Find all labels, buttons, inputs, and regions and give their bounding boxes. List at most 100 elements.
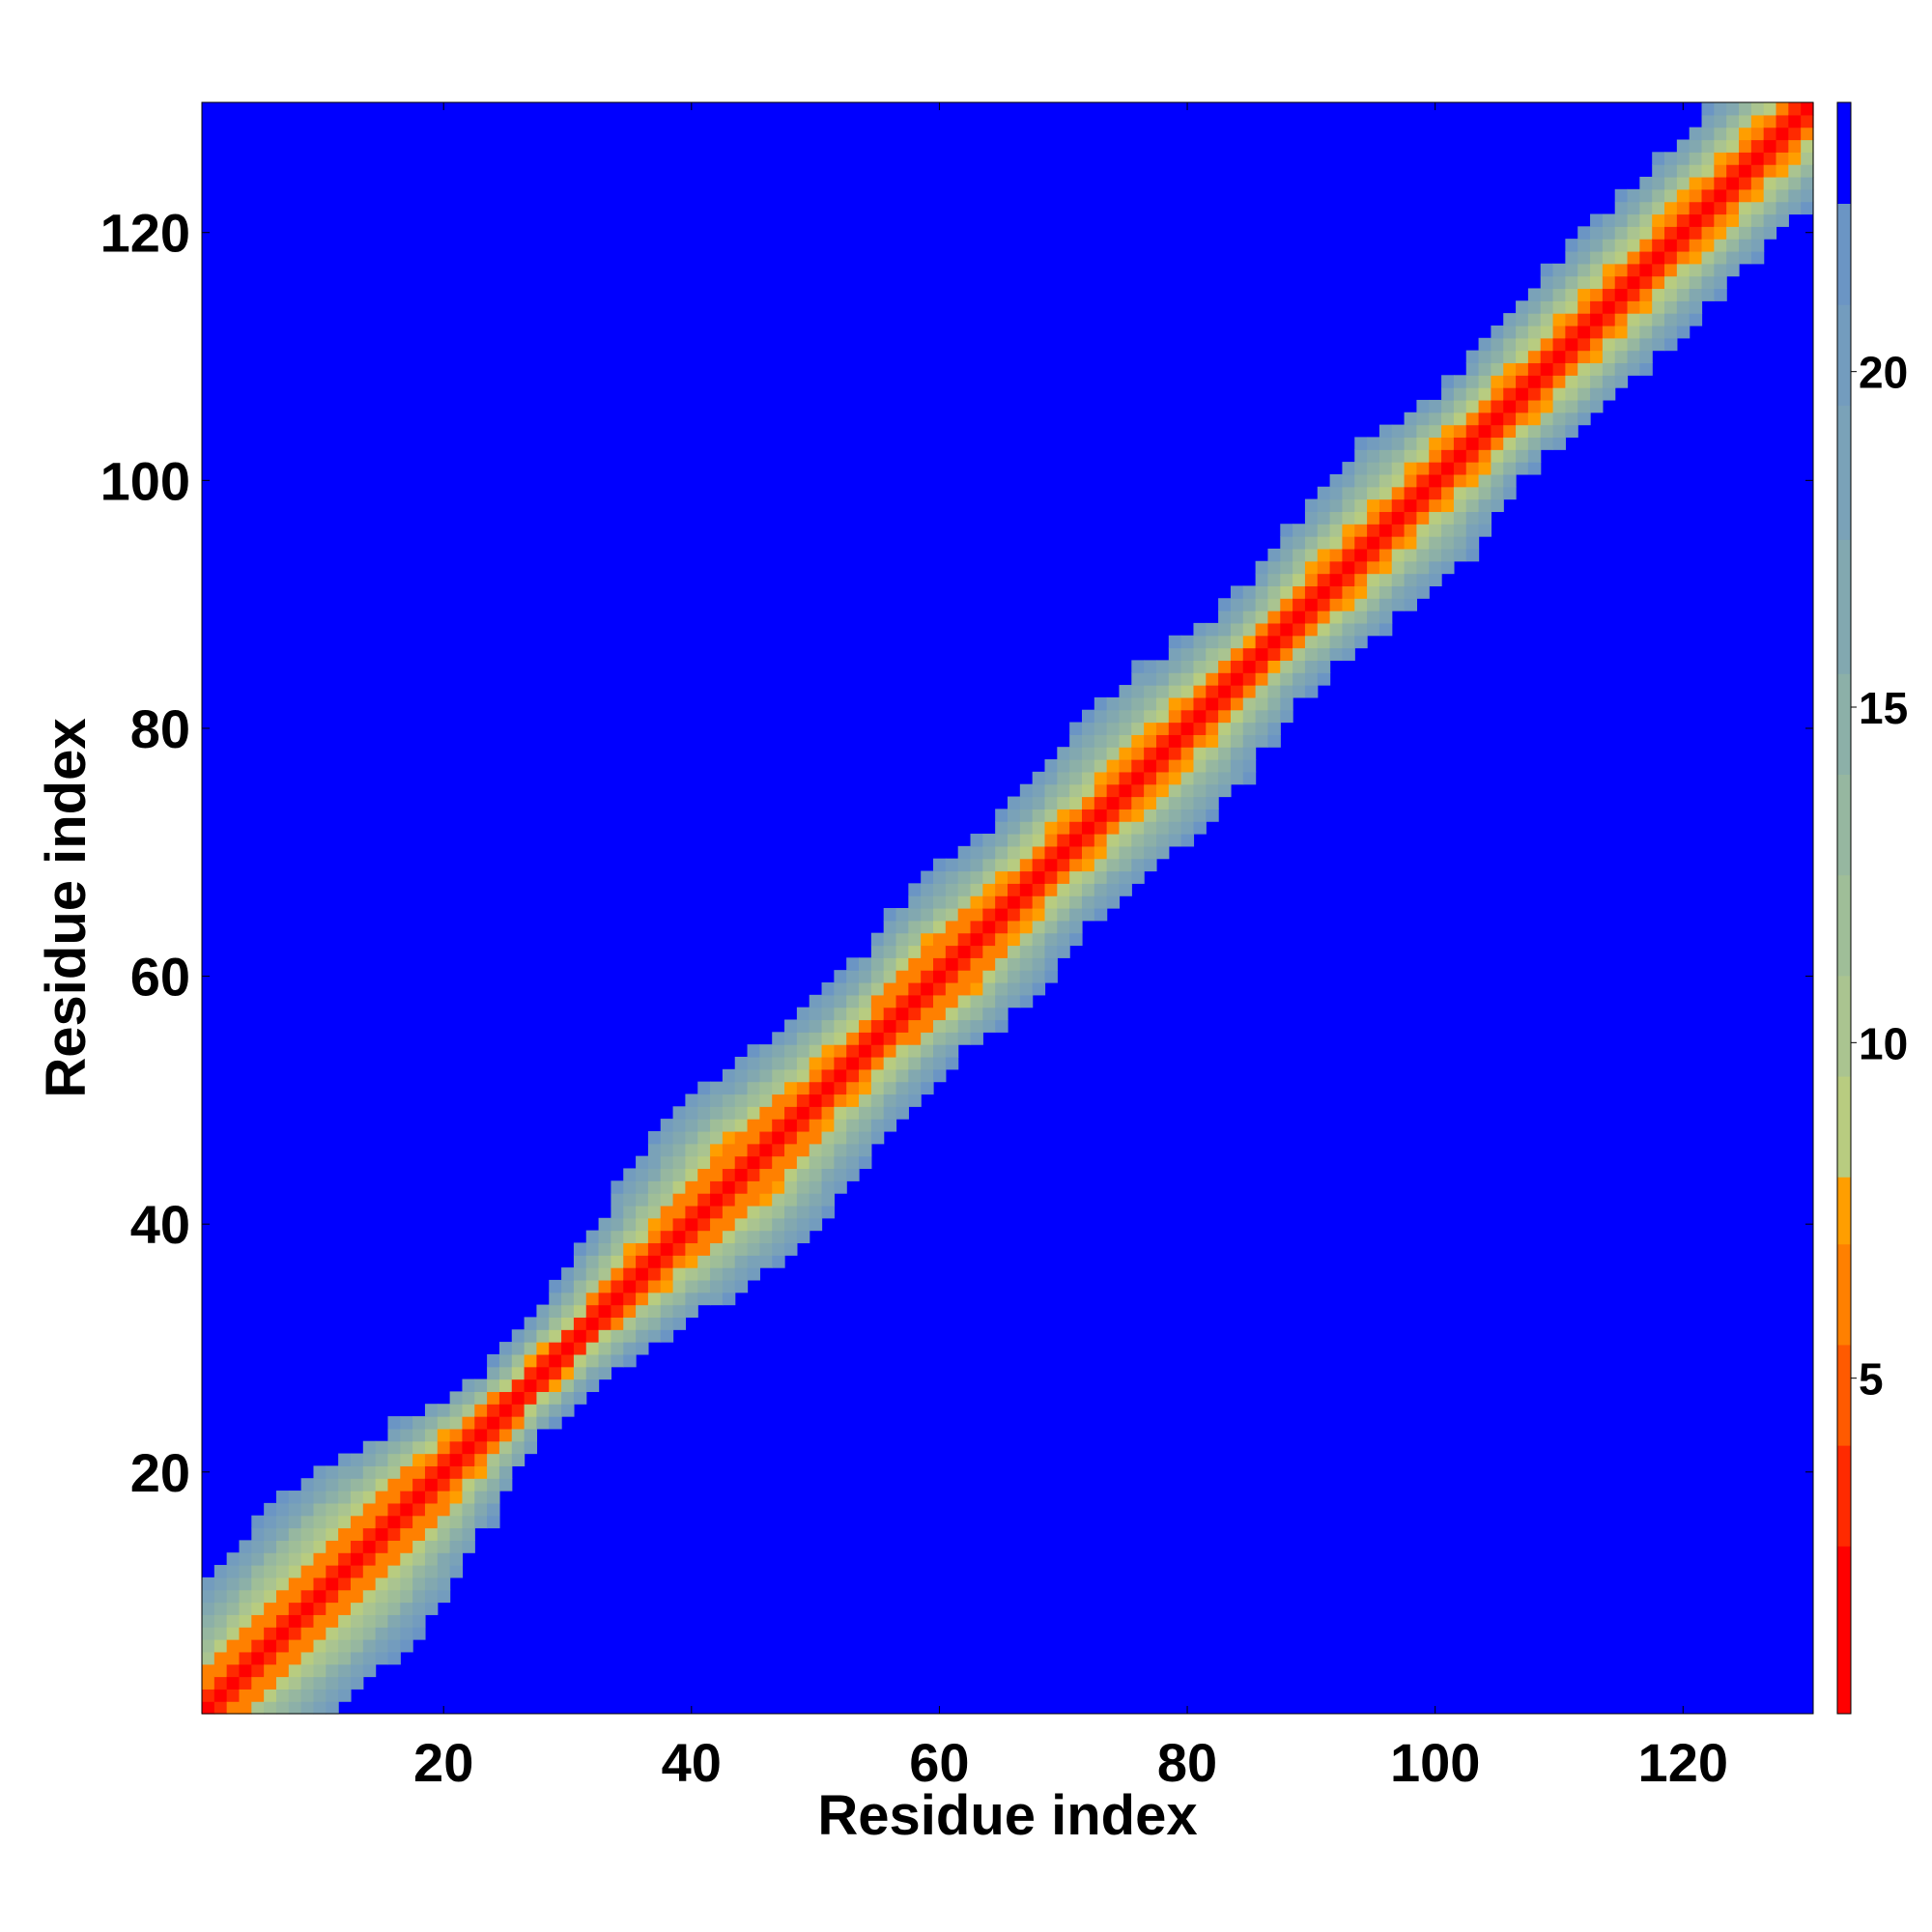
heatmap-cell [264,1589,277,1604]
heatmap-cell [1602,387,1616,401]
heatmap-cell [375,1627,389,1640]
heatmap-cell [1565,263,1578,277]
heatmap-cell [870,1106,885,1120]
heatmap-cell [859,1119,872,1132]
heatmap-cell [859,1081,872,1095]
heatmap-cell [1193,635,1207,649]
heatmap-cell [1676,188,1690,203]
heatmap-cell [400,1502,413,1517]
heatmap-cell [1019,957,1034,971]
heatmap-cell [326,1689,339,1702]
heatmap-cell [1144,821,1157,835]
heatmap-cell [1441,548,1455,562]
heatmap-cell [647,1317,662,1330]
heatmap-cell [239,1552,252,1566]
heatmap-cell [834,1068,847,1083]
heatmap-cell [995,821,1009,835]
heatmap-cell [933,981,947,996]
heatmap-cell [375,1602,389,1615]
heatmap-cell [1577,300,1591,314]
heatmap-cell [970,1032,983,1045]
heatmap-cell [1317,660,1331,673]
heatmap-cell [995,1019,1009,1033]
heatmap-cell [859,1068,872,1083]
heatmap-cell [300,1478,315,1492]
heatmap-cell [1429,486,1442,500]
heatmap-cell [313,1491,327,1504]
heatmap-cell [1465,375,1480,388]
heatmap-cell [945,920,959,934]
heatmap-cell [1516,337,1529,352]
heatmap-cell [784,1081,798,1095]
heatmap-cell [697,1106,711,1120]
heatmap-cell [1416,424,1430,439]
heatmap-cell [957,870,972,884]
heatmap-cell [437,1440,451,1455]
heatmap-cell [895,994,909,1009]
heatmap-cell [734,1081,749,1095]
heatmap-cell [1119,696,1132,711]
heatmap-cell [1627,275,1640,290]
heatmap-cell [1057,834,1070,847]
heatmap-cell [672,1267,686,1281]
heatmap-cell [1503,412,1517,426]
heatmap-cell [375,1440,389,1455]
heatmap-cell [1144,783,1157,798]
heatmap-cell [1180,635,1195,649]
heatmap-cell [1008,945,1021,958]
heatmap-cell [1354,573,1368,586]
heatmap-cell [585,1230,600,1244]
heatmap-cell [1293,660,1306,673]
heatmap-cell [647,1279,662,1293]
heatmap-cell [784,1217,798,1232]
heatmap-cell [437,1404,451,1417]
heatmap-cell [1267,585,1281,599]
heatmap-cell [275,1663,290,1678]
heatmap-cell [251,1614,265,1628]
heatmap-cell [895,1094,909,1107]
heatmap-cell [1193,783,1207,798]
heatmap-cell [1676,201,1690,215]
heatmap-cell [623,1217,637,1232]
heatmap-cell [313,1701,327,1715]
heatmap-cell [1565,375,1578,388]
heatmap-cell [1527,325,1542,339]
heatmap-cell [883,932,897,947]
heatmap-cell [734,1267,749,1281]
heatmap-cell [1304,536,1319,550]
heatmap-cell [561,1317,575,1330]
heatmap-cell [1008,845,1021,860]
heatmap-cell [1676,226,1690,240]
heatmap-cell [611,1292,624,1306]
heatmap-cell [1552,350,1566,364]
heatmap-cell [1317,511,1331,525]
heatmap-cell [1540,337,1554,352]
heatmap-cell [660,1217,674,1232]
heatmap-cell [400,1440,413,1455]
heatmap-cell [1714,139,1727,153]
heatmap-cell [549,1378,562,1392]
heatmap-cell [338,1478,352,1492]
heatmap-cell [1180,759,1195,773]
heatmap-cell [487,1404,500,1417]
heatmap-cell [660,1205,674,1219]
heatmap-cell [487,1502,500,1517]
heatmap-cell [1639,176,1653,190]
heatmap-cell [945,1019,959,1033]
heatmap-cell [957,908,972,922]
heatmap-cell [1378,598,1393,611]
heatmap-cell [1776,213,1789,227]
heatmap-cell [1441,449,1455,463]
heatmap-cell [1032,783,1046,798]
heatmap-cell [1342,536,1355,550]
heatmap-cell [636,1279,649,1293]
heatmap-cell [1491,399,1504,413]
heatmap-cell [1453,498,1467,513]
heatmap-cell [1206,622,1219,637]
heatmap-cell [623,1304,637,1319]
heatmap-cell [859,1019,872,1033]
heatmap-cell [1540,300,1554,314]
heatmap-cell [945,970,959,983]
heatmap-cell [275,1527,290,1541]
heatmap-cell [1726,201,1740,215]
